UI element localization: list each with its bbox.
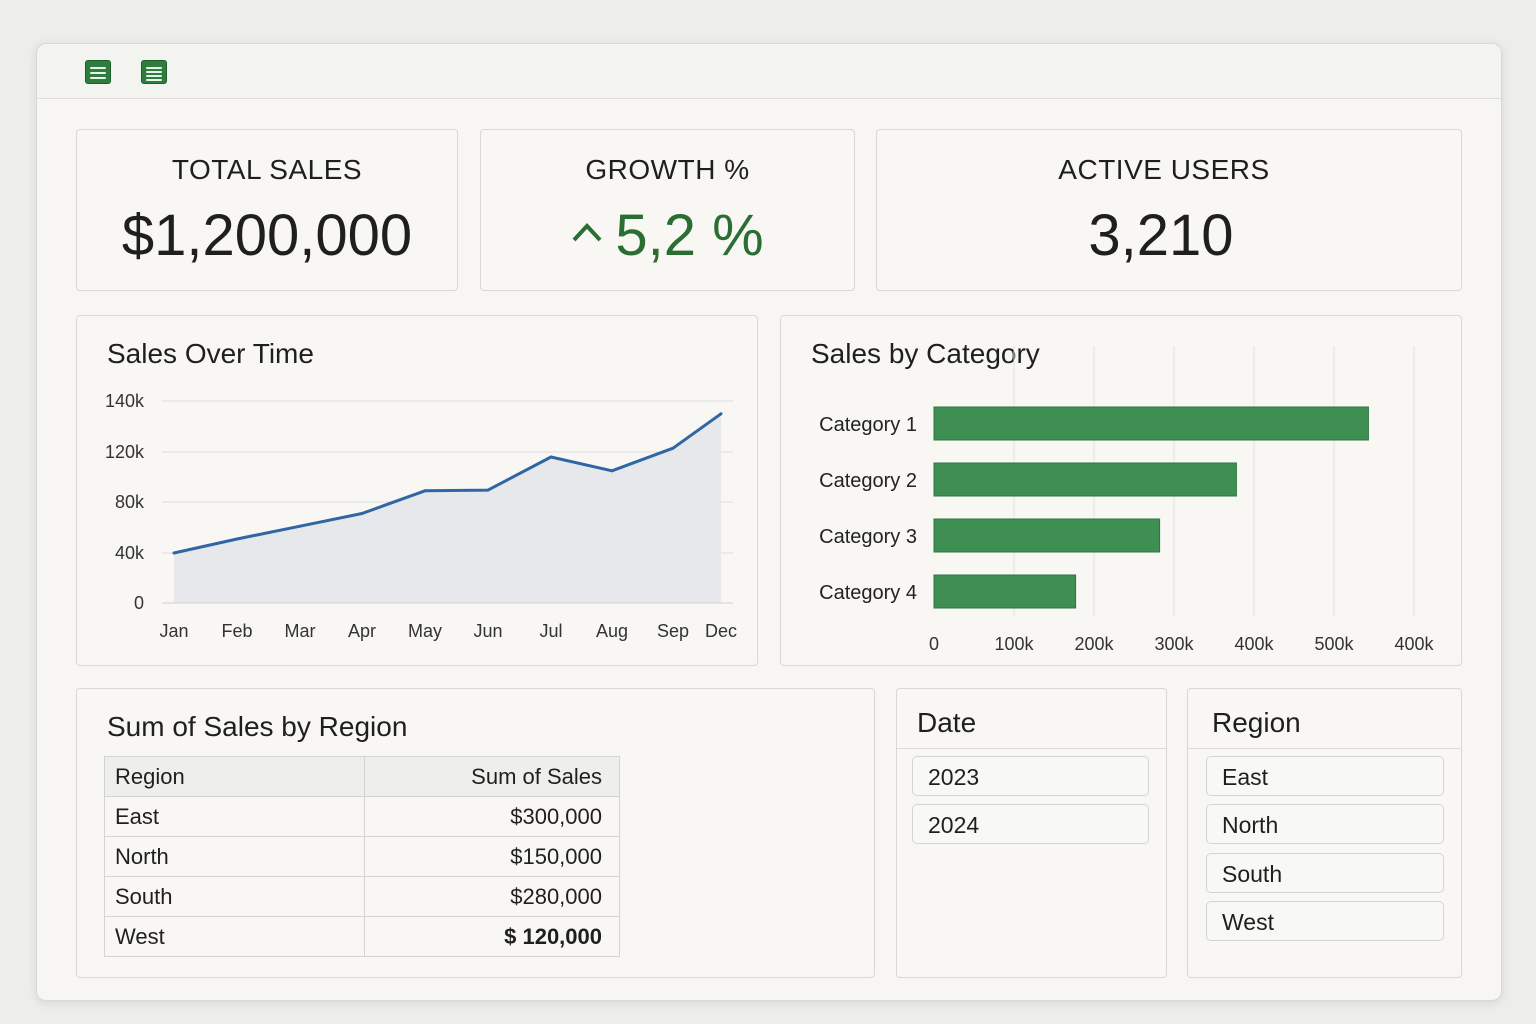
- x-tick-label: Mar: [285, 621, 316, 641]
- x-tick-label: 500k: [1314, 634, 1354, 654]
- table-cell: $300,000: [364, 796, 620, 837]
- bar-category-1: [933, 406, 1369, 441]
- data-point: [360, 512, 364, 515]
- x-tick-label: 100k: [994, 634, 1034, 654]
- sheet-icon[interactable]: [85, 60, 111, 84]
- slicer-item-2023[interactable]: 2023: [912, 756, 1149, 796]
- data-point: [423, 489, 427, 493]
- data-point: [719, 412, 723, 416]
- kpi-value-total-sales: $1,200,000: [121, 203, 413, 268]
- slicer-item-east[interactable]: East: [1206, 756, 1444, 796]
- sales-by-category-card: Sales by Category 0 100k 200k 300k 400k 500k 4…: [780, 315, 1462, 666]
- table-row: East $300,000: [104, 796, 620, 837]
- y-tick-label: 0: [134, 593, 144, 613]
- kpi-title-growth: GROWTH %: [585, 154, 750, 185]
- slicer-item-west[interactable]: West: [1206, 901, 1444, 941]
- table-cell: South: [104, 876, 365, 917]
- sales-by-category-chart[interactable]: 0 100k 200k 300k 400k 500k 400k Category 1 Categ…: [781, 316, 1461, 665]
- table-row: West $ 120,000: [104, 916, 620, 957]
- data-point: [486, 488, 490, 492]
- data-point: [235, 537, 239, 541]
- kpi-card-active-users: ACTIVE USERS 3,210: [876, 129, 1462, 291]
- x-tick-label: 200k: [1074, 634, 1114, 654]
- x-tick-label: 400k: [1234, 634, 1274, 654]
- bar-category-4: [933, 574, 1077, 609]
- kpi-title-active-users: ACTIVE USERS: [1058, 154, 1270, 185]
- y-tick-label: 40k: [115, 543, 145, 563]
- table-cell: North: [104, 836, 365, 877]
- slicer-item-north[interactable]: North: [1206, 804, 1444, 844]
- kpi-value-growth-row: 5,2 %: [481, 202, 854, 269]
- column-header-sum-of-sales[interactable]: Sum of Sales: [364, 756, 620, 797]
- region-slicer-header: Region: [1188, 689, 1461, 749]
- kpi-card-growth: GROWTH % 5,2 %: [480, 129, 855, 291]
- x-tick-label: 400k: [1394, 634, 1434, 654]
- sales-over-time-card: Sales Over Time 0 40k 80k 120k 140k Jan Feb Mar…: [76, 315, 758, 666]
- kpi-title-total-sales: TOTAL SALES: [171, 154, 363, 185]
- x-tick-label: Jun: [473, 621, 502, 641]
- toolbar: [37, 44, 1501, 99]
- x-tick-label: Jan: [159, 621, 188, 641]
- category-label: Category 1: [819, 414, 917, 436]
- kpi-value-growth: 5,2 %: [615, 203, 764, 268]
- x-tick-label: Sep: [657, 621, 689, 641]
- kpi-value-active-users: 3,210: [1088, 203, 1234, 268]
- x-tick-label: 300k: [1154, 634, 1194, 654]
- kpi-card-total-sales: TOTAL SALES $1,200,000: [76, 129, 458, 291]
- x-tick-label: 0: [929, 634, 939, 654]
- table-cell: West: [104, 916, 365, 957]
- table-cell: East: [104, 796, 365, 837]
- region-slicer: Region East North South West: [1187, 688, 1462, 978]
- category-label: Category 3: [819, 526, 917, 548]
- region-slicer-title: Region: [1212, 707, 1301, 738]
- slicer-item-2024[interactable]: 2024: [912, 804, 1149, 844]
- category-label: Category 4: [819, 582, 917, 604]
- x-tick-label: May: [408, 621, 442, 641]
- date-slicer-header: Date: [897, 689, 1166, 749]
- x-tick-label: Jul: [539, 621, 562, 641]
- bar-category-3: [933, 518, 1161, 553]
- caret-up-icon: [572, 223, 602, 242]
- region-table: Region Sum of Sales East $300,000 North …: [104, 756, 620, 957]
- data-point: [610, 469, 614, 473]
- y-tick-label: 120k: [105, 442, 145, 462]
- x-tick-label: Dec: [705, 621, 737, 641]
- list-icon[interactable]: [141, 60, 167, 84]
- table-cell: $150,000: [364, 836, 620, 877]
- area-fill: [174, 413, 721, 603]
- sales-by-region-card: Sum of Sales by Region Region Sum of Sal…: [76, 688, 875, 978]
- table-cell: $280,000: [364, 876, 620, 917]
- sales-over-time-title: Sales Over Time: [107, 338, 314, 369]
- y-tick-label: 140k: [105, 391, 145, 411]
- x-tick-label: Aug: [596, 621, 628, 641]
- category-label: Category 2: [819, 470, 917, 492]
- y-tick-label: 80k: [115, 492, 145, 512]
- x-tick-label: Feb: [221, 621, 252, 641]
- date-slicer-title: Date: [917, 707, 977, 738]
- series-line-sales: [173, 412, 722, 555]
- date-slicer: Date 2023 2024: [896, 688, 1167, 978]
- dashboard-window: TOTAL SALES $1,200,000 GROWTH % 5,2 % AC…: [36, 43, 1502, 1001]
- table-header-row: Region Sum of Sales: [104, 756, 620, 797]
- data-point: [172, 551, 176, 555]
- sales-by-region-title: Sum of Sales by Region: [107, 711, 408, 742]
- table-cell: $ 120,000: [364, 916, 620, 957]
- x-tick-label: Apr: [348, 621, 376, 641]
- slicer-item-south[interactable]: South: [1206, 853, 1444, 893]
- table-row: North $150,000: [104, 836, 620, 877]
- data-point: [549, 455, 553, 459]
- column-header-region[interactable]: Region: [104, 756, 365, 797]
- data-point: [298, 524, 302, 528]
- bar-category-2: [933, 462, 1237, 497]
- table-row: South $280,000: [104, 876, 620, 917]
- sales-by-category-title: Sales by Category: [811, 338, 1040, 369]
- data-point: [671, 446, 675, 450]
